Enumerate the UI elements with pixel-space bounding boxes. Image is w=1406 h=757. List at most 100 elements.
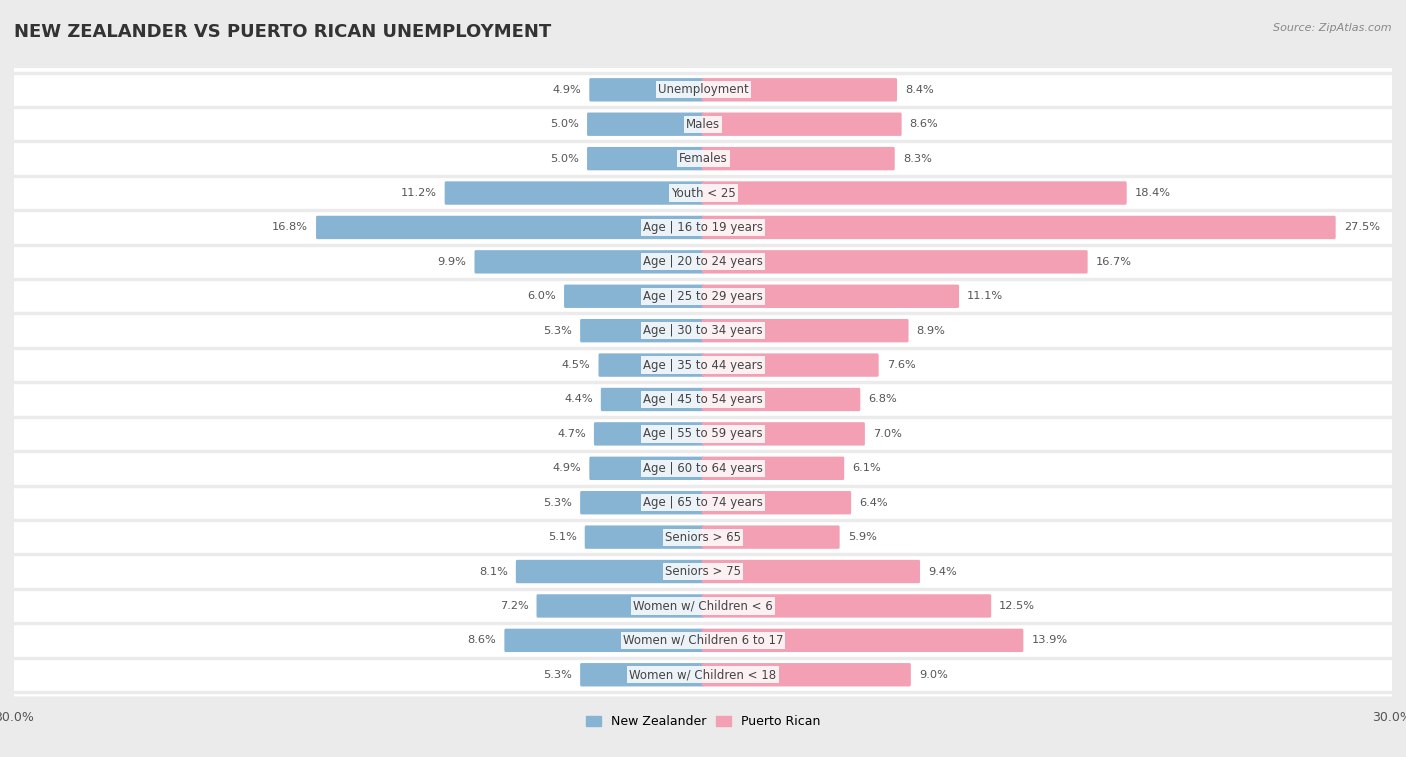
FancyBboxPatch shape (702, 319, 908, 342)
FancyBboxPatch shape (702, 422, 865, 446)
FancyBboxPatch shape (505, 628, 704, 652)
Text: 9.9%: 9.9% (437, 257, 467, 267)
FancyBboxPatch shape (589, 78, 704, 101)
Text: Women w/ Children < 6: Women w/ Children < 6 (633, 600, 773, 612)
Text: 5.3%: 5.3% (543, 497, 572, 508)
FancyBboxPatch shape (0, 481, 1406, 525)
FancyBboxPatch shape (593, 422, 704, 446)
Text: Age | 35 to 44 years: Age | 35 to 44 years (643, 359, 763, 372)
Text: 5.3%: 5.3% (543, 326, 572, 335)
Text: 4.5%: 4.5% (562, 360, 591, 370)
FancyBboxPatch shape (702, 560, 920, 583)
FancyBboxPatch shape (589, 456, 704, 480)
FancyBboxPatch shape (702, 147, 894, 170)
FancyBboxPatch shape (702, 250, 1088, 273)
FancyBboxPatch shape (516, 560, 704, 583)
Text: Males: Males (686, 118, 720, 131)
Text: Age | 30 to 34 years: Age | 30 to 34 years (643, 324, 763, 337)
FancyBboxPatch shape (0, 550, 1406, 593)
FancyBboxPatch shape (537, 594, 704, 618)
Text: Women w/ Children 6 to 17: Women w/ Children 6 to 17 (623, 634, 783, 646)
FancyBboxPatch shape (702, 78, 897, 101)
Text: Women w/ Children < 18: Women w/ Children < 18 (630, 668, 776, 681)
Text: 9.0%: 9.0% (920, 670, 948, 680)
Text: Age | 25 to 29 years: Age | 25 to 29 years (643, 290, 763, 303)
FancyBboxPatch shape (702, 216, 1336, 239)
FancyBboxPatch shape (444, 182, 704, 204)
Text: Age | 55 to 59 years: Age | 55 to 59 years (643, 428, 763, 441)
Text: 6.1%: 6.1% (852, 463, 882, 473)
FancyBboxPatch shape (0, 378, 1406, 421)
FancyBboxPatch shape (0, 447, 1406, 490)
FancyBboxPatch shape (702, 388, 860, 411)
Text: 4.9%: 4.9% (553, 463, 581, 473)
Text: Unemployment: Unemployment (658, 83, 748, 96)
FancyBboxPatch shape (600, 388, 704, 411)
Text: 5.9%: 5.9% (848, 532, 876, 542)
Text: 16.8%: 16.8% (271, 223, 308, 232)
Text: Youth < 25: Youth < 25 (671, 186, 735, 200)
Text: Age | 45 to 54 years: Age | 45 to 54 years (643, 393, 763, 406)
FancyBboxPatch shape (0, 653, 1406, 696)
Text: Age | 20 to 24 years: Age | 20 to 24 years (643, 255, 763, 268)
FancyBboxPatch shape (0, 584, 1406, 628)
FancyBboxPatch shape (702, 182, 1126, 204)
Text: Source: ZipAtlas.com: Source: ZipAtlas.com (1274, 23, 1392, 33)
Text: NEW ZEALANDER VS PUERTO RICAN UNEMPLOYMENT: NEW ZEALANDER VS PUERTO RICAN UNEMPLOYME… (14, 23, 551, 41)
Text: 5.3%: 5.3% (543, 670, 572, 680)
FancyBboxPatch shape (0, 413, 1406, 456)
Text: Age | 65 to 74 years: Age | 65 to 74 years (643, 497, 763, 509)
Text: 4.9%: 4.9% (553, 85, 581, 95)
Text: 8.1%: 8.1% (479, 566, 508, 577)
Text: 27.5%: 27.5% (1344, 223, 1379, 232)
FancyBboxPatch shape (0, 102, 1406, 146)
Text: 6.4%: 6.4% (859, 497, 887, 508)
Text: 6.0%: 6.0% (527, 291, 555, 301)
Text: 6.8%: 6.8% (869, 394, 897, 404)
FancyBboxPatch shape (599, 354, 704, 377)
Text: 5.0%: 5.0% (550, 154, 579, 164)
Text: 8.6%: 8.6% (468, 635, 496, 646)
FancyBboxPatch shape (702, 491, 851, 515)
Text: 8.3%: 8.3% (903, 154, 932, 164)
Text: 8.9%: 8.9% (917, 326, 945, 335)
FancyBboxPatch shape (581, 663, 704, 687)
FancyBboxPatch shape (0, 206, 1406, 249)
Text: 5.1%: 5.1% (548, 532, 576, 542)
Text: 11.2%: 11.2% (401, 188, 437, 198)
FancyBboxPatch shape (0, 618, 1406, 662)
Legend: New Zealander, Puerto Rican: New Zealander, Puerto Rican (581, 710, 825, 733)
Text: 16.7%: 16.7% (1095, 257, 1132, 267)
FancyBboxPatch shape (581, 491, 704, 515)
Text: 13.9%: 13.9% (1032, 635, 1067, 646)
Text: 7.0%: 7.0% (873, 429, 901, 439)
FancyBboxPatch shape (0, 240, 1406, 284)
Text: 7.6%: 7.6% (887, 360, 915, 370)
FancyBboxPatch shape (316, 216, 704, 239)
FancyBboxPatch shape (0, 516, 1406, 559)
Text: 5.0%: 5.0% (550, 119, 579, 129)
FancyBboxPatch shape (0, 309, 1406, 352)
FancyBboxPatch shape (0, 275, 1406, 318)
FancyBboxPatch shape (474, 250, 704, 273)
Text: Seniors > 65: Seniors > 65 (665, 531, 741, 544)
Text: 4.7%: 4.7% (557, 429, 586, 439)
FancyBboxPatch shape (0, 137, 1406, 180)
FancyBboxPatch shape (564, 285, 704, 308)
Text: 11.1%: 11.1% (967, 291, 1004, 301)
FancyBboxPatch shape (702, 285, 959, 308)
FancyBboxPatch shape (702, 628, 1024, 652)
Text: Seniors > 75: Seniors > 75 (665, 565, 741, 578)
FancyBboxPatch shape (588, 113, 704, 136)
Text: 8.4%: 8.4% (905, 85, 934, 95)
FancyBboxPatch shape (0, 171, 1406, 215)
Text: 7.2%: 7.2% (499, 601, 529, 611)
FancyBboxPatch shape (581, 319, 704, 342)
FancyBboxPatch shape (0, 68, 1406, 111)
FancyBboxPatch shape (0, 344, 1406, 387)
Text: 9.4%: 9.4% (928, 566, 957, 577)
Text: Age | 60 to 64 years: Age | 60 to 64 years (643, 462, 763, 475)
FancyBboxPatch shape (702, 525, 839, 549)
FancyBboxPatch shape (585, 525, 704, 549)
FancyBboxPatch shape (702, 594, 991, 618)
